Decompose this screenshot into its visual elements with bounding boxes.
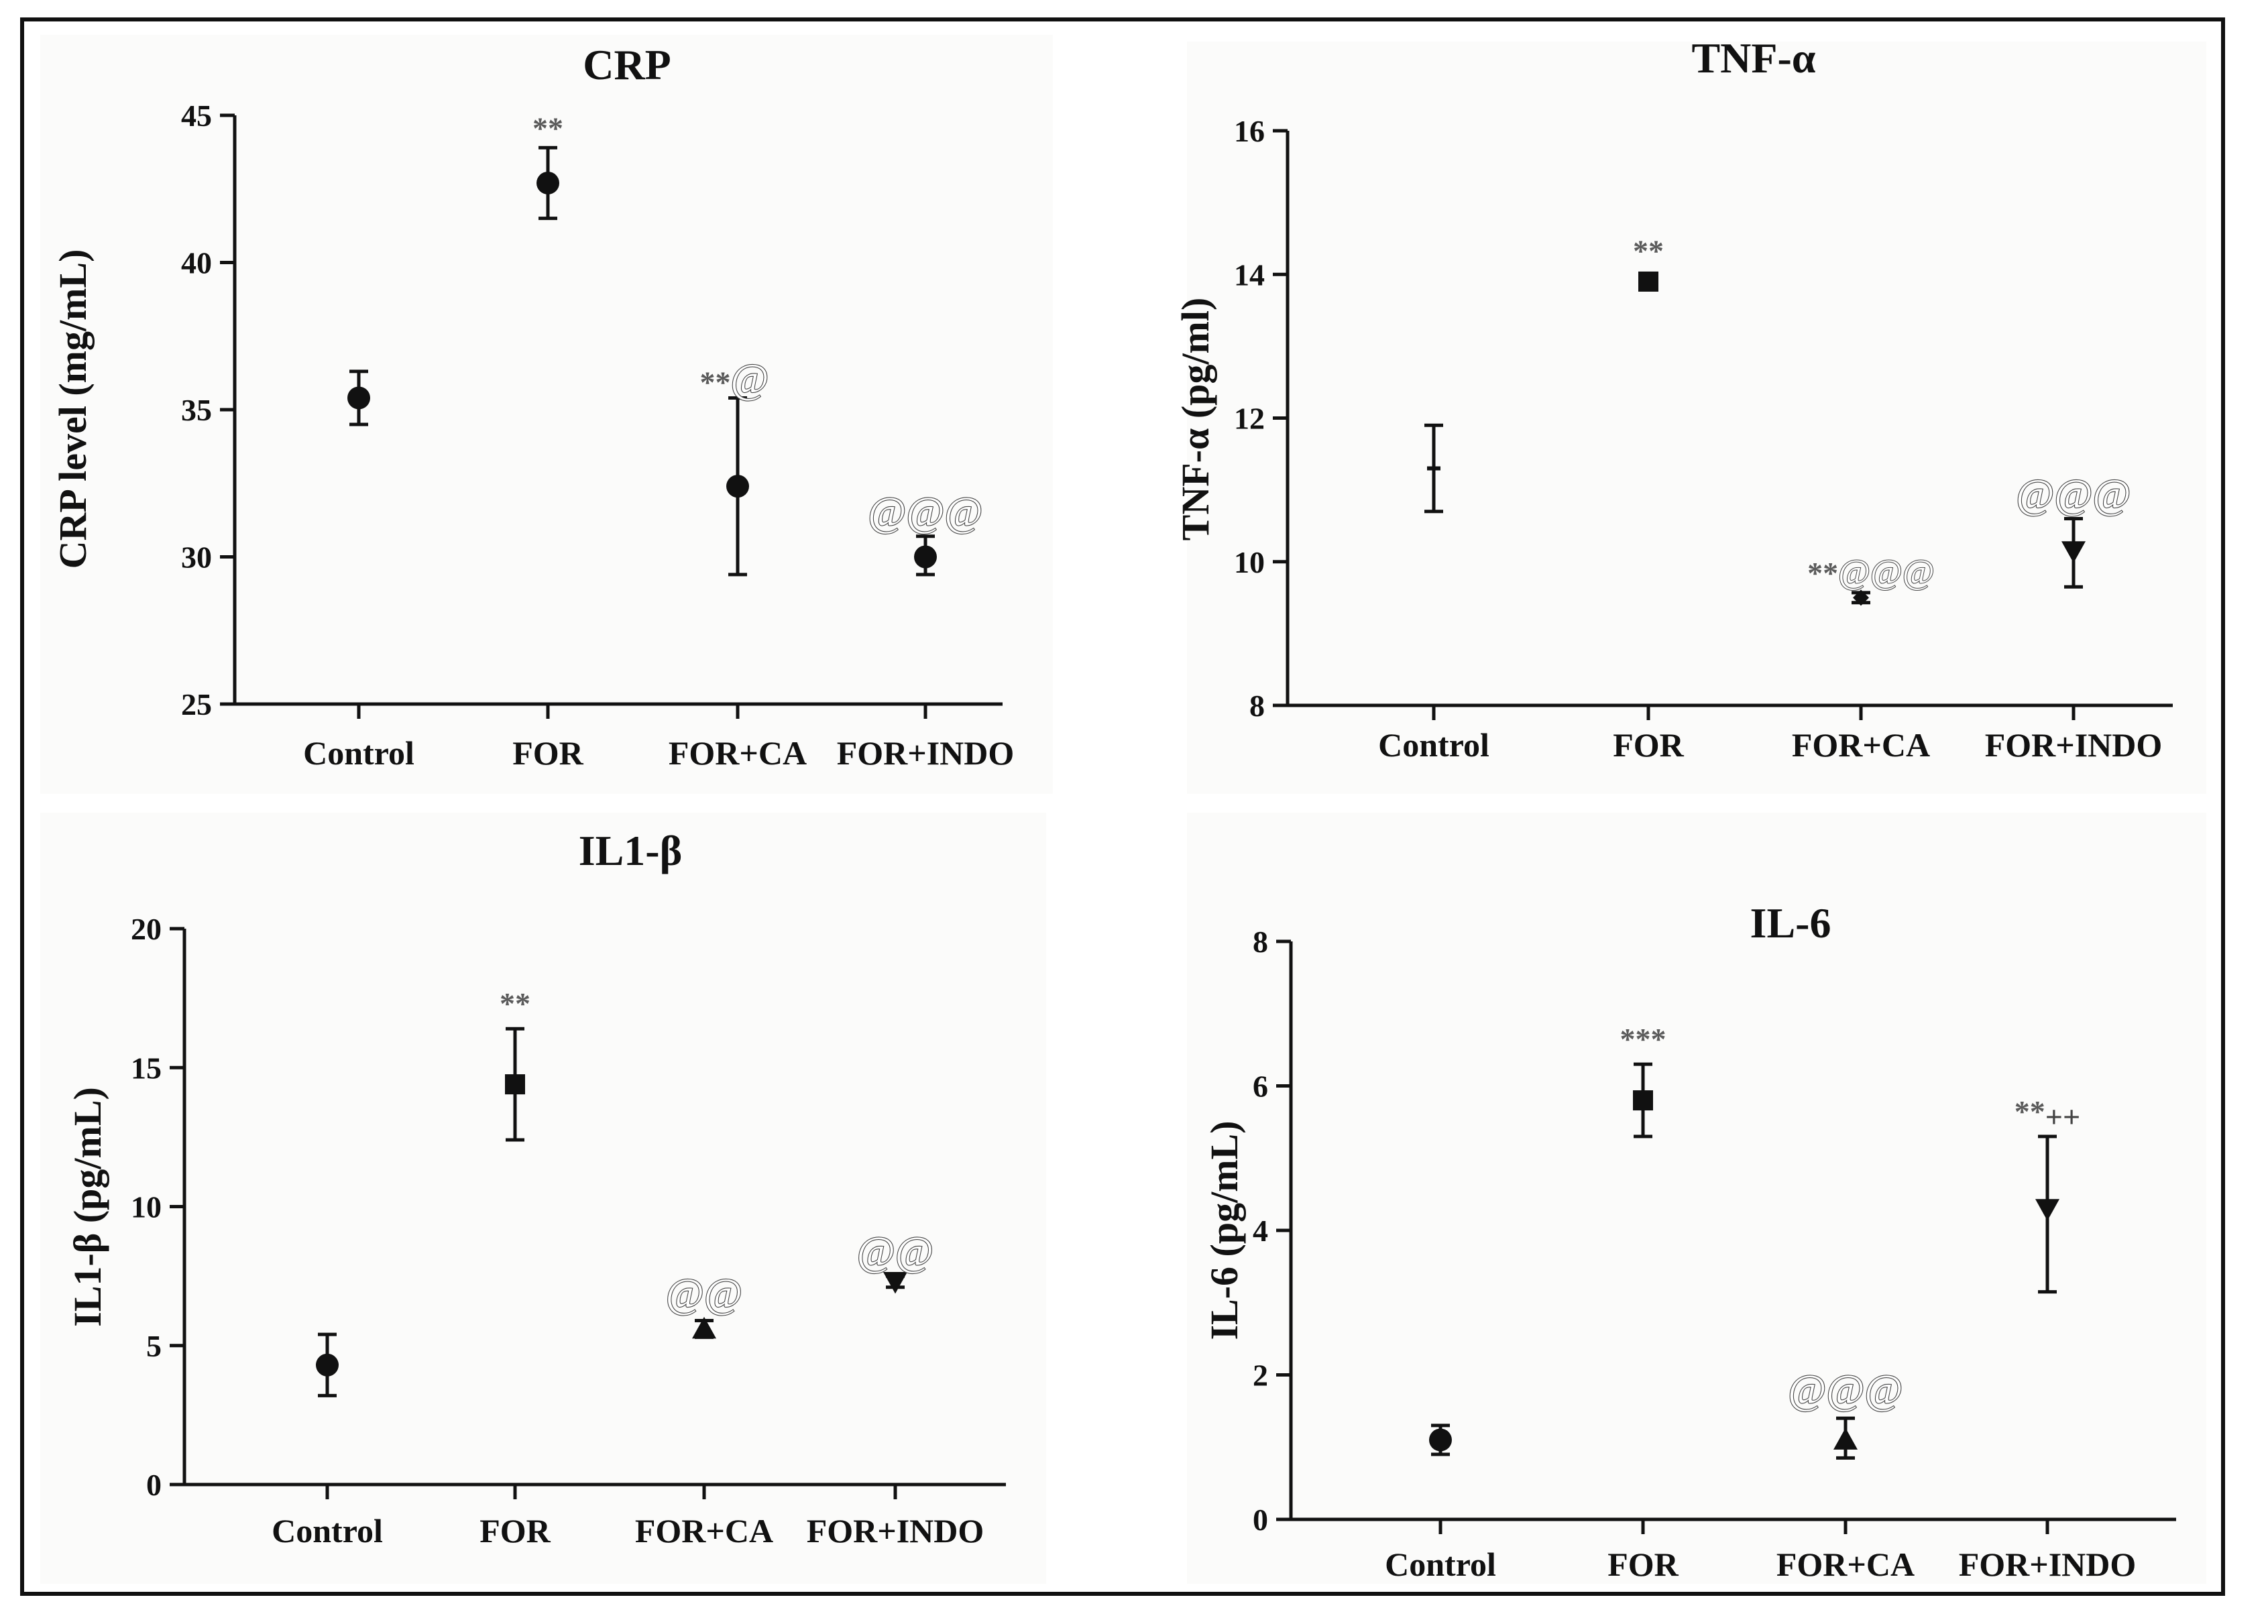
- chart-title-il1b: IL1-β: [579, 827, 683, 874]
- x-tick-label-il6: FOR+INDO: [1959, 1546, 2137, 1583]
- significance-label-il6: **++: [2015, 1094, 2080, 1134]
- data-point-il6: [2035, 1199, 2059, 1221]
- data-point-il6: [1833, 1428, 1858, 1450]
- significance-label-il6: @@@: [1788, 1367, 1903, 1413]
- y-tick-label-il1b: 20: [131, 912, 162, 946]
- x-tick-label-il6: FOR: [1607, 1546, 1679, 1583]
- significance-label-il1b: @@: [857, 1229, 933, 1275]
- y-tick-label-il1b: 5: [146, 1329, 162, 1363]
- data-point-il1b: [505, 1074, 525, 1095]
- x-tick-label-il1b: FOR: [479, 1512, 551, 1550]
- y-tick-label-crp: 40: [181, 246, 212, 280]
- panel-crp: CRP CRP level (mg/mL) 25 30 35 40 45 Control F…: [51, 41, 1014, 772]
- panel-tnf: TNF-α TNF-α (pg/ml) 8 10 12 14 16 Control FOR *…: [1174, 34, 2173, 764]
- y-tick-label-il6: 6: [1253, 1069, 1268, 1104]
- y-tick-label-crp: 25: [181, 687, 212, 721]
- x-tick-label-il1b: FOR+CA: [635, 1512, 773, 1550]
- y-tick-label-il1b: 10: [131, 1190, 162, 1224]
- y-tick-label-il6: 8: [1253, 925, 1268, 959]
- x-tick-label-crp: Control: [303, 734, 414, 772]
- data-point-il1b: [883, 1272, 907, 1294]
- x-tick-label-tnf: FOR: [1613, 726, 1684, 764]
- y-tick-label-tnf: 10: [1234, 545, 1265, 579]
- x-tick-label-tnf: FOR+INDO: [1985, 726, 2163, 764]
- significance-label-il1b: @@: [666, 1271, 742, 1316]
- panel-il1b: IL1-β IL1-β (pg/mL) 0 5 10 15 20 Control FOR **…: [66, 827, 1006, 1550]
- data-point-tnf: [2061, 541, 2086, 563]
- data-point-crp: [726, 475, 749, 498]
- y-axis-label-crp: CRP level (mg/mL): [51, 249, 95, 569]
- plot-area-crp: 25 30 35 40 45 Control FOR ** FOR+CA **@ FOR+INDO @…: [181, 99, 1014, 772]
- x-tick-label-il1b: Control: [272, 1512, 383, 1550]
- x-tick-label-tnf: Control: [1378, 726, 1489, 764]
- data-point-crp: [914, 545, 937, 569]
- plot-area-il1b: 0 5 10 15 20 Control FOR ** FOR+CA @@ FOR+INDO @@: [131, 912, 1006, 1550]
- x-tick-label-crp: FOR: [512, 734, 583, 772]
- data-point-il6: [1633, 1090, 1653, 1111]
- y-tick-label-il1b: 15: [131, 1051, 162, 1085]
- data-point-crp: [347, 386, 370, 410]
- figure-frame: [20, 17, 2225, 1596]
- y-tick-label-il6: 4: [1253, 1214, 1268, 1248]
- chart-title-crp: CRP: [583, 41, 671, 89]
- x-tick-label-il6: Control: [1385, 1546, 1496, 1583]
- significance-label-il6: ***: [1620, 1022, 1666, 1056]
- panel-bg-tnf: [1187, 42, 2206, 794]
- y-tick-label-il6: 0: [1253, 1503, 1268, 1537]
- y-tick-label-crp: 35: [181, 393, 212, 427]
- chart-title-tnf: TNF-α: [1691, 34, 1815, 82]
- y-tick-label-crp: 30: [181, 540, 212, 575]
- y-tick-label-tnf: 14: [1234, 257, 1265, 292]
- data-point-tnf: [1853, 589, 1869, 606]
- x-tick-label-il1b: FOR+INDO: [807, 1512, 984, 1550]
- x-tick-label-il6: FOR+CA: [1776, 1546, 1915, 1583]
- y-tick-label-tnf: 8: [1249, 689, 1265, 723]
- panel-il6: IL-6 IL-6 (pg/mL) 0 2 4 6 8 Control FOR *** FOR+…: [1202, 899, 2176, 1583]
- data-point-il1b: [692, 1316, 716, 1339]
- data-point-il6: [1429, 1428, 1452, 1452]
- y-axis-label-tnf: TNF-α (pg/ml): [1174, 298, 1217, 541]
- chart-title-il6: IL-6: [1750, 899, 1831, 947]
- significance-label-tnf: @@@: [2016, 471, 2131, 517]
- data-point-tnf: [1638, 271, 1658, 292]
- data-point-il1b: [316, 1353, 339, 1377]
- y-axis-label-il1b: IL1-β (pg/mL): [66, 1087, 109, 1327]
- significance-label-il1b: **: [500, 986, 530, 1021]
- plot-area-tnf: 8 10 12 14 16 Control FOR ** FOR+CA **@@@ FOR+INDO…: [1234, 114, 2173, 764]
- plot-area-il6: 0 2 4 6 8 Control FOR *** FOR+CA @@@ FOR+INDO **++: [1253, 925, 2176, 1583]
- significance-label-crp: @@@: [868, 489, 982, 535]
- x-tick-label-crp: FOR+INDO: [837, 734, 1015, 772]
- y-tick-label-tnf: 12: [1234, 402, 1265, 436]
- y-tick-label-il1b: 0: [146, 1468, 162, 1502]
- x-tick-label-crp: FOR+CA: [669, 734, 807, 772]
- significance-label-tnf: **@@@: [1807, 553, 1935, 591]
- significance-label-tnf: **: [1633, 233, 1664, 268]
- data-point-crp: [536, 171, 559, 194]
- significance-label-crp: **@: [699, 356, 769, 402]
- significance-label-crp: **: [532, 111, 563, 145]
- y-tick-label-crp: 45: [181, 99, 212, 133]
- y-tick-label-il6: 2: [1253, 1358, 1268, 1393]
- panel-bg-il6: [1187, 813, 2206, 1584]
- panel-bg-il1b: [40, 813, 1046, 1584]
- x-tick-label-tnf: FOR+CA: [1792, 726, 1930, 764]
- y-axis-label-il6: IL-6 (pg/mL): [1202, 1120, 1246, 1340]
- y-tick-label-tnf: 16: [1234, 114, 1265, 148]
